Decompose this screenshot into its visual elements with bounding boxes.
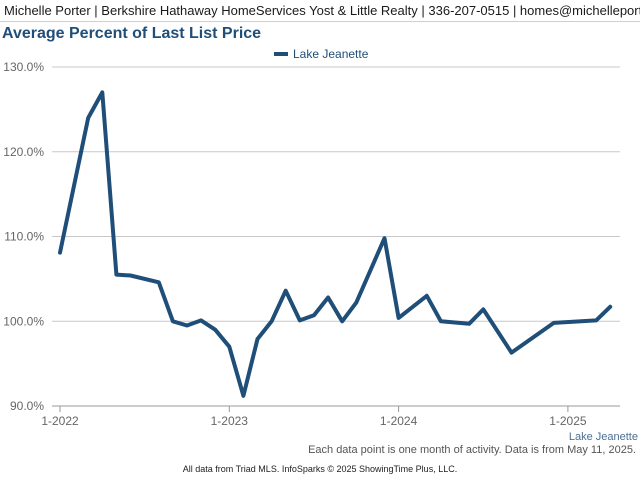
legend-label: Lake Jeanette (293, 47, 369, 61)
y-tick-label: 100.0% (3, 314, 44, 328)
footer-credit: All data from Triad MLS. InfoSparks © 20… (182, 464, 458, 474)
x-tick-label: 1-2024 (380, 414, 418, 428)
x-tick-label: 1-2022 (41, 414, 79, 428)
header-contact-bar: Michelle Porter | Berkshire Hathaway Hom… (0, 0, 640, 22)
series-label-bottom: Lake Jeanette (569, 431, 638, 443)
y-tick-label: 110.0% (4, 230, 44, 244)
x-tick-label: 1-2025 (549, 414, 587, 428)
x-tick-label: 1-2023 (211, 414, 249, 428)
y-tick-label: 120.0% (3, 145, 44, 159)
chart-title: Average Percent of Last List Price (2, 25, 262, 42)
contact-line: Michelle Porter | Berkshire Hathaway Hom… (4, 3, 640, 18)
series-line-lake-jeanette (58, 90, 613, 398)
data-note: Each data point is one month of activity… (308, 444, 636, 456)
y-tick-label: 90.0% (10, 399, 44, 413)
y-tick-label: 130.0% (3, 60, 44, 74)
